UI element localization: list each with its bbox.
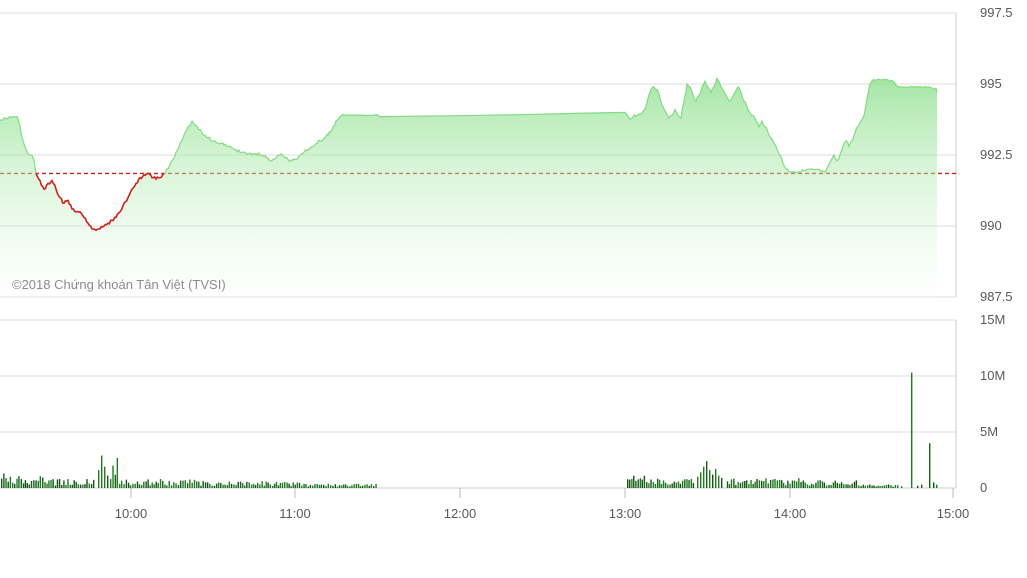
svg-text:987.5: 987.5 (980, 289, 1013, 304)
svg-text:11:00: 11:00 (279, 506, 311, 521)
svg-text:15:00: 15:00 (937, 506, 970, 521)
svg-text:990: 990 (980, 218, 1002, 233)
svg-text:12:00: 12:00 (444, 506, 477, 521)
svg-text:15M: 15M (980, 312, 1005, 327)
svg-text:0: 0 (980, 480, 987, 495)
svg-text:©2018 Chứng khoán Tân Việt (TV: ©2018 Chứng khoán Tân Việt (TVSI) (12, 277, 226, 292)
svg-text:13:00: 13:00 (609, 506, 642, 521)
svg-text:10:00: 10:00 (115, 506, 148, 521)
svg-text:5M: 5M (980, 424, 998, 439)
svg-text:997.5: 997.5 (980, 5, 1013, 20)
svg-text:10M: 10M (980, 368, 1005, 383)
svg-text:995: 995 (980, 76, 1002, 91)
svg-text:14:00: 14:00 (774, 506, 807, 521)
svg-text:992.5: 992.5 (980, 147, 1013, 162)
